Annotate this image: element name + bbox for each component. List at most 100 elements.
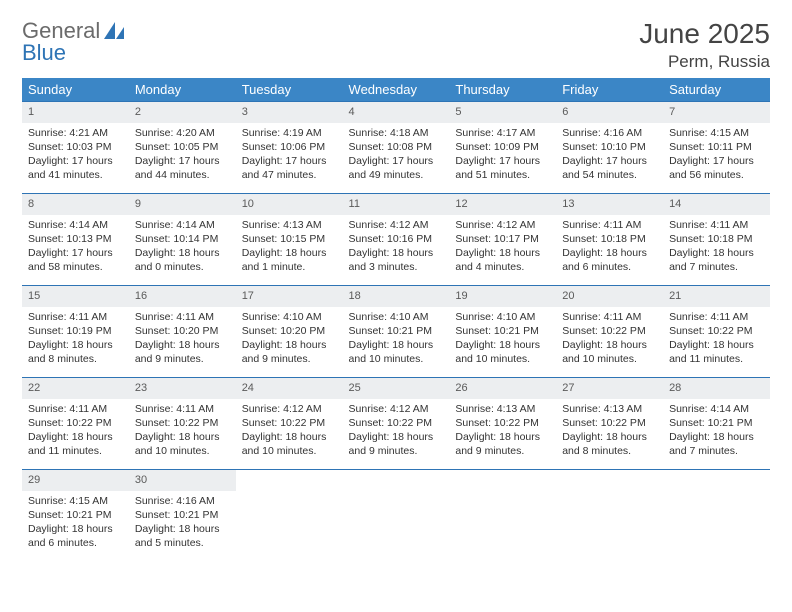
calendar-cell <box>343 470 450 562</box>
sunset-text: Sunset: 10:17 PM <box>455 232 550 246</box>
calendar-row: 8Sunrise: 4:14 AMSunset: 10:13 PMDayligh… <box>22 194 770 286</box>
calendar-cell <box>663 470 770 562</box>
daylight-line1: Daylight: 18 hours <box>455 338 550 352</box>
day-number: 10 <box>236 194 343 215</box>
sunrise-text: Sunrise: 4:10 AM <box>242 310 337 324</box>
sunset-text: Sunset: 10:22 PM <box>562 416 657 430</box>
daylight-line1: Daylight: 17 hours <box>242 154 337 168</box>
sunset-text: Sunset: 10:06 PM <box>242 140 337 154</box>
day-number: 20 <box>556 286 663 307</box>
sunrise-text: Sunrise: 4:12 AM <box>455 218 550 232</box>
calendar-cell: 7Sunrise: 4:15 AMSunset: 10:11 PMDayligh… <box>663 102 770 194</box>
day-details: Sunrise: 4:16 AMSunset: 10:21 PMDaylight… <box>129 491 236 557</box>
daylight-line1: Daylight: 18 hours <box>135 338 230 352</box>
sunset-text: Sunset: 10:21 PM <box>28 508 123 522</box>
day-details: Sunrise: 4:15 AMSunset: 10:21 PMDaylight… <box>22 491 129 557</box>
day-number: 8 <box>22 194 129 215</box>
daylight-line1: Daylight: 18 hours <box>349 246 444 260</box>
daylight-line2: and 11 minutes. <box>669 352 764 366</box>
sunset-text: Sunset: 10:18 PM <box>562 232 657 246</box>
sunrise-text: Sunrise: 4:11 AM <box>562 310 657 324</box>
weekday-header: Thursday <box>449 78 556 102</box>
sunset-text: Sunset: 10:21 PM <box>135 508 230 522</box>
sunrise-text: Sunrise: 4:13 AM <box>455 402 550 416</box>
sunrise-text: Sunrise: 4:11 AM <box>28 402 123 416</box>
day-number: 24 <box>236 378 343 399</box>
title-block: June 2025 Perm, Russia <box>639 18 770 72</box>
daylight-line1: Daylight: 17 hours <box>562 154 657 168</box>
day-details: Sunrise: 4:11 AMSunset: 10:22 PMDaylight… <box>22 399 129 465</box>
calendar-row: 1Sunrise: 4:21 AMSunset: 10:03 PMDayligh… <box>22 102 770 194</box>
sunrise-text: Sunrise: 4:21 AM <box>28 126 123 140</box>
calendar-cell: 18Sunrise: 4:10 AMSunset: 10:21 PMDaylig… <box>343 286 450 378</box>
sunrise-text: Sunrise: 4:18 AM <box>349 126 444 140</box>
sunset-text: Sunset: 10:08 PM <box>349 140 444 154</box>
daylight-line2: and 7 minutes. <box>669 444 764 458</box>
calendar-cell: 11Sunrise: 4:12 AMSunset: 10:16 PMDaylig… <box>343 194 450 286</box>
sunrise-text: Sunrise: 4:12 AM <box>349 402 444 416</box>
sunrise-text: Sunrise: 4:11 AM <box>669 310 764 324</box>
daylight-line2: and 47 minutes. <box>242 168 337 182</box>
daylight-line1: Daylight: 17 hours <box>28 154 123 168</box>
day-number: 18 <box>343 286 450 307</box>
day-number: 7 <box>663 102 770 123</box>
calendar-row: 29Sunrise: 4:15 AMSunset: 10:21 PMDaylig… <box>22 470 770 562</box>
daylight-line1: Daylight: 18 hours <box>669 246 764 260</box>
daylight-line1: Daylight: 18 hours <box>28 522 123 536</box>
day-details: Sunrise: 4:14 AMSunset: 10:13 PMDaylight… <box>22 215 129 281</box>
calendar-body: 1Sunrise: 4:21 AMSunset: 10:03 PMDayligh… <box>22 102 770 562</box>
daylight-line2: and 10 minutes. <box>242 444 337 458</box>
location-label: Perm, Russia <box>639 52 770 72</box>
day-number: 17 <box>236 286 343 307</box>
day-number: 21 <box>663 286 770 307</box>
sunrise-text: Sunrise: 4:11 AM <box>669 218 764 232</box>
calendar-cell: 19Sunrise: 4:10 AMSunset: 10:21 PMDaylig… <box>449 286 556 378</box>
day-number: 29 <box>22 470 129 491</box>
weekday-header: Monday <box>129 78 236 102</box>
day-number: 26 <box>449 378 556 399</box>
daylight-line2: and 41 minutes. <box>28 168 123 182</box>
day-details: Sunrise: 4:10 AMSunset: 10:21 PMDaylight… <box>449 307 556 373</box>
day-details: Sunrise: 4:11 AMSunset: 10:22 PMDaylight… <box>663 307 770 373</box>
sunset-text: Sunset: 10:22 PM <box>562 324 657 338</box>
weekday-header: Tuesday <box>236 78 343 102</box>
sunrise-text: Sunrise: 4:11 AM <box>135 402 230 416</box>
day-details: Sunrise: 4:18 AMSunset: 10:08 PMDaylight… <box>343 123 450 189</box>
calendar-cell: 25Sunrise: 4:12 AMSunset: 10:22 PMDaylig… <box>343 378 450 470</box>
daylight-line2: and 10 minutes. <box>135 444 230 458</box>
daylight-line2: and 58 minutes. <box>28 260 123 274</box>
day-number: 6 <box>556 102 663 123</box>
day-number: 25 <box>343 378 450 399</box>
daylight-line1: Daylight: 18 hours <box>562 246 657 260</box>
calendar-cell: 24Sunrise: 4:12 AMSunset: 10:22 PMDaylig… <box>236 378 343 470</box>
day-number: 11 <box>343 194 450 215</box>
day-details: Sunrise: 4:14 AMSunset: 10:14 PMDaylight… <box>129 215 236 281</box>
day-number: 30 <box>129 470 236 491</box>
day-number: 1 <box>22 102 129 123</box>
calendar-cell <box>236 470 343 562</box>
daylight-line2: and 9 minutes. <box>242 352 337 366</box>
calendar-cell: 13Sunrise: 4:11 AMSunset: 10:18 PMDaylig… <box>556 194 663 286</box>
calendar-cell: 1Sunrise: 4:21 AMSunset: 10:03 PMDayligh… <box>22 102 129 194</box>
day-details: Sunrise: 4:11 AMSunset: 10:22 PMDaylight… <box>556 307 663 373</box>
weekday-header: Friday <box>556 78 663 102</box>
sunrise-text: Sunrise: 4:13 AM <box>242 218 337 232</box>
daylight-line1: Daylight: 18 hours <box>28 338 123 352</box>
sunrise-text: Sunrise: 4:15 AM <box>669 126 764 140</box>
daylight-line2: and 10 minutes. <box>349 352 444 366</box>
daylight-line1: Daylight: 18 hours <box>349 430 444 444</box>
daylight-line1: Daylight: 18 hours <box>562 338 657 352</box>
daylight-line1: Daylight: 17 hours <box>669 154 764 168</box>
calendar-cell: 28Sunrise: 4:14 AMSunset: 10:21 PMDaylig… <box>663 378 770 470</box>
day-number: 15 <box>22 286 129 307</box>
brand-word-2: Blue <box>22 40 66 66</box>
sunset-text: Sunset: 10:22 PM <box>28 416 123 430</box>
daylight-line2: and 10 minutes. <box>562 352 657 366</box>
calendar-cell <box>556 470 663 562</box>
calendar-cell: 10Sunrise: 4:13 AMSunset: 10:15 PMDaylig… <box>236 194 343 286</box>
daylight-line2: and 51 minutes. <box>455 168 550 182</box>
day-details: Sunrise: 4:16 AMSunset: 10:10 PMDaylight… <box>556 123 663 189</box>
day-number: 4 <box>343 102 450 123</box>
sunrise-text: Sunrise: 4:14 AM <box>135 218 230 232</box>
sunrise-text: Sunrise: 4:19 AM <box>242 126 337 140</box>
